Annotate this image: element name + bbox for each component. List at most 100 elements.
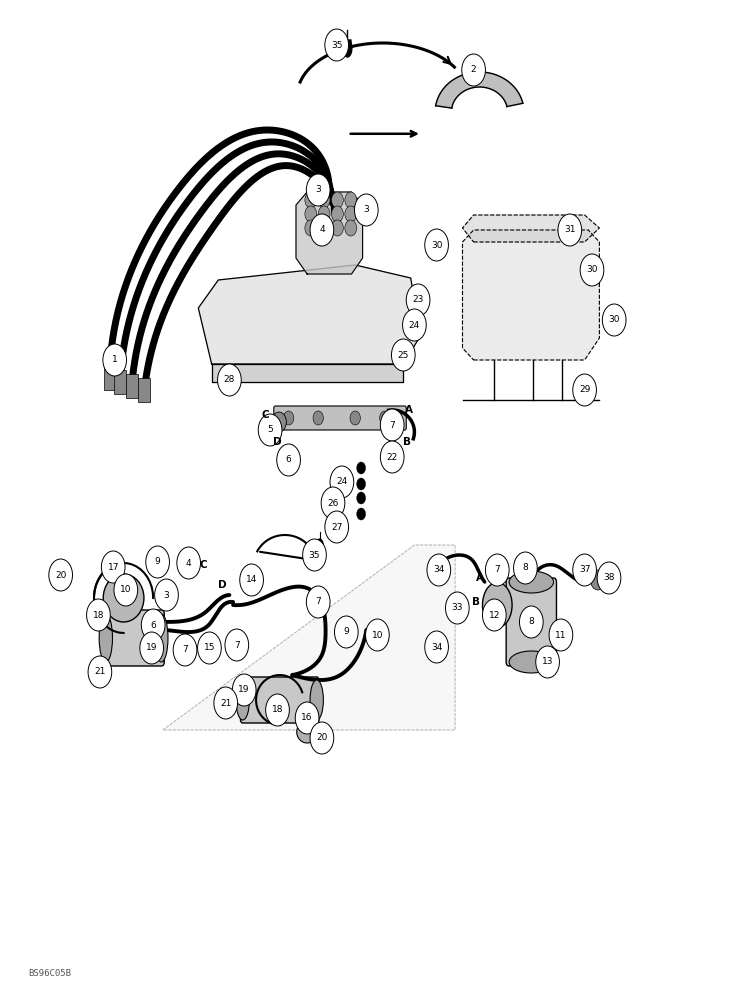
Text: 10: 10	[371, 631, 383, 640]
Polygon shape	[316, 539, 323, 555]
Text: 23: 23	[412, 296, 424, 304]
Circle shape	[345, 192, 357, 208]
Circle shape	[366, 619, 389, 651]
Circle shape	[88, 656, 112, 688]
Text: 14: 14	[246, 576, 258, 584]
Text: 28: 28	[223, 375, 235, 384]
Text: 30: 30	[586, 265, 598, 274]
Text: 34: 34	[433, 566, 445, 574]
Circle shape	[305, 220, 317, 236]
Bar	[138, 378, 150, 402]
Circle shape	[345, 206, 357, 222]
Text: 20: 20	[55, 570, 67, 580]
Circle shape	[240, 564, 263, 596]
Circle shape	[306, 174, 330, 206]
Ellipse shape	[219, 692, 237, 712]
Text: 8: 8	[528, 617, 534, 626]
Text: A: A	[406, 405, 413, 415]
Circle shape	[580, 254, 604, 286]
Ellipse shape	[215, 692, 236, 714]
Circle shape	[318, 220, 330, 236]
Circle shape	[406, 284, 430, 316]
Circle shape	[380, 441, 404, 473]
Text: 7: 7	[182, 646, 188, 654]
Ellipse shape	[297, 721, 317, 743]
Circle shape	[391, 339, 415, 371]
Text: 19: 19	[238, 686, 250, 694]
Text: D: D	[218, 580, 226, 590]
Circle shape	[357, 462, 366, 474]
Text: 24: 24	[408, 320, 420, 330]
Circle shape	[345, 220, 357, 236]
Circle shape	[357, 478, 366, 490]
Text: 16: 16	[301, 714, 313, 722]
Text: 12: 12	[488, 610, 500, 619]
Text: 31: 31	[564, 226, 576, 234]
Circle shape	[87, 599, 110, 631]
Text: 2: 2	[471, 66, 477, 75]
Text: 18: 18	[92, 610, 104, 619]
Text: C: C	[200, 560, 207, 570]
Circle shape	[558, 214, 582, 246]
Ellipse shape	[90, 660, 109, 680]
FancyBboxPatch shape	[240, 677, 319, 723]
Text: 3: 3	[363, 206, 369, 215]
Text: 15: 15	[204, 644, 215, 652]
Text: 30: 30	[431, 240, 443, 249]
Text: 8: 8	[522, 564, 528, 572]
Circle shape	[305, 192, 317, 208]
Circle shape	[334, 616, 358, 648]
Text: 13: 13	[542, 658, 554, 666]
Ellipse shape	[236, 680, 249, 720]
Circle shape	[380, 411, 390, 425]
Circle shape	[306, 586, 330, 618]
Text: B: B	[472, 597, 480, 607]
Text: 1: 1	[112, 356, 118, 364]
Text: 20: 20	[316, 734, 328, 742]
Circle shape	[101, 551, 125, 583]
Circle shape	[218, 364, 241, 396]
Polygon shape	[436, 72, 523, 108]
Text: 25: 25	[397, 351, 409, 360]
Circle shape	[445, 592, 469, 624]
Circle shape	[305, 206, 317, 222]
Circle shape	[332, 206, 343, 222]
Circle shape	[114, 574, 138, 606]
Polygon shape	[462, 230, 599, 360]
Circle shape	[519, 606, 543, 638]
Circle shape	[425, 631, 448, 663]
Circle shape	[214, 687, 238, 719]
Circle shape	[597, 562, 621, 594]
Text: 38: 38	[603, 574, 615, 582]
Text: 21: 21	[220, 698, 232, 708]
Text: 4: 4	[319, 226, 325, 234]
Ellipse shape	[104, 574, 144, 622]
Circle shape	[272, 412, 286, 432]
Ellipse shape	[509, 571, 554, 593]
Circle shape	[310, 214, 334, 246]
Circle shape	[283, 411, 294, 425]
Circle shape	[380, 409, 404, 441]
FancyBboxPatch shape	[103, 610, 164, 666]
Text: 4: 4	[186, 558, 192, 568]
Bar	[126, 374, 138, 398]
Circle shape	[49, 559, 73, 591]
Ellipse shape	[310, 680, 323, 720]
Circle shape	[103, 344, 127, 376]
Text: 37: 37	[579, 566, 591, 574]
Circle shape	[536, 646, 559, 678]
Circle shape	[321, 487, 345, 519]
Text: 7: 7	[315, 597, 321, 606]
Text: B: B	[403, 437, 411, 447]
Text: 3: 3	[315, 186, 321, 194]
Text: BS96C05B: BS96C05B	[28, 969, 71, 978]
Ellipse shape	[482, 582, 512, 628]
Text: 7: 7	[389, 420, 395, 430]
Circle shape	[318, 192, 330, 208]
Circle shape	[277, 444, 300, 476]
Circle shape	[332, 192, 343, 208]
Circle shape	[310, 722, 334, 754]
Text: 33: 33	[451, 603, 463, 612]
Circle shape	[177, 547, 201, 579]
Text: 21: 21	[94, 668, 106, 676]
